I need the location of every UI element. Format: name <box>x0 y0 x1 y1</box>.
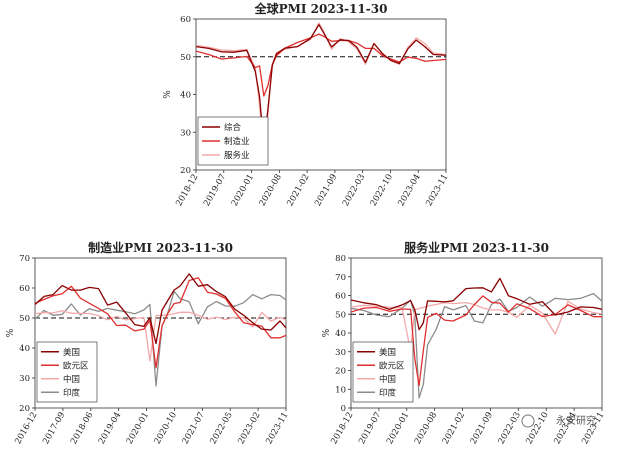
legend-label: 中国 <box>379 374 396 385</box>
x-tick-label: 2023-02 <box>236 411 262 447</box>
y-tick-label: 40 <box>180 91 191 101</box>
y-tick-label: 20 <box>180 166 191 176</box>
x-tick-label: 2021-02 <box>441 411 467 447</box>
x-tick-label: 2017-09 <box>41 411 67 447</box>
y-tick-label: 60 <box>180 15 191 25</box>
x-tick-label: 2020-01 <box>230 173 256 209</box>
legend-label: 综合 <box>224 122 242 133</box>
x-tick-label: 2018-12 <box>329 411 355 447</box>
series-line-0 <box>351 277 602 331</box>
chart-0: 全球PMI 2023-11-30 20 30 40 50 60% 2018-12 2019-0… <box>163 1 451 208</box>
y-tick-label: 30 <box>19 374 30 384</box>
y-tick-label: 50 <box>335 310 346 320</box>
y-tick-label: 70 <box>19 254 30 264</box>
x-tick-label: 2018-06 <box>69 411 95 447</box>
x-tick-label: 2016-12 <box>13 411 39 447</box>
y-tick-label: 80 <box>335 254 346 264</box>
x-tick-label: 2020-10 <box>153 411 179 447</box>
series-line-3 <box>351 292 602 399</box>
x-tick-label: 2021-07 <box>181 411 207 447</box>
chart-title: 全球PMI 2023-11-30 <box>254 1 388 16</box>
series-line-1 <box>351 295 602 387</box>
y-tick-label: 60 <box>335 292 346 302</box>
x-tick-label: 2021-09 <box>313 173 339 209</box>
x-tick-label: 2020-08 <box>413 411 439 447</box>
x-tick-label: 2023-04 <box>396 173 422 209</box>
plot-frame <box>34 257 287 409</box>
x-tick-label: 2018-12 <box>174 173 200 209</box>
series-line-1 <box>196 33 446 97</box>
legend-label: 印度 <box>379 387 397 398</box>
y-tick-label: 20 <box>19 404 30 414</box>
y-tick-label: 30 <box>180 128 191 138</box>
legend-label: 制造业 <box>224 136 250 147</box>
watermark-text: 永安研究 <box>556 414 596 427</box>
x-tick-label: 2021-09 <box>469 411 495 447</box>
x-tick-label: 2022-03 <box>341 173 367 209</box>
x-tick-label: 2019-07 <box>202 173 228 209</box>
x-tick-label: 2022-10 <box>524 411 550 447</box>
legend-label: 欧元区 <box>379 360 405 371</box>
y-axis-label: % <box>163 90 173 99</box>
y-axis-label: % <box>6 328 16 337</box>
legend-label: 美国 <box>63 347 80 358</box>
y-tick-label: 30 <box>335 348 346 358</box>
y-tick-label: 40 <box>19 344 30 354</box>
legend-label: 欧元区 <box>63 360 89 371</box>
legend-label: 印度 <box>63 387 81 398</box>
x-tick-label: 2023-11 <box>264 411 290 447</box>
x-tick-label: 2020-01 <box>125 411 151 447</box>
x-tick-label: 2022-03 <box>497 411 523 447</box>
series-line-0 <box>35 273 286 345</box>
x-tick-label: 2020-01 <box>385 411 411 447</box>
x-tick-label: 2020-08 <box>258 173 284 209</box>
series-line-2 <box>35 310 286 362</box>
series-line-0 <box>196 24 446 148</box>
x-tick-label: 2022-10 <box>369 173 395 209</box>
legend-label: 美国 <box>379 347 396 358</box>
x-tick-label: 2023-11 <box>424 173 450 209</box>
y-tick-label: 10 <box>335 385 346 395</box>
y-tick-label: 0 <box>341 404 346 414</box>
series-line-2 <box>351 300 602 353</box>
wechat-icon <box>521 414 535 428</box>
x-tick-label: 2022-05 <box>208 411 234 447</box>
x-tick-label: 2019-07 <box>357 411 383 447</box>
chart-title: 制造业PMI 2023-11-30 <box>88 240 233 255</box>
x-tick-label: 2019-04 <box>97 411 123 447</box>
y-tick-label: 40 <box>335 329 346 339</box>
y-axis-label: % <box>322 328 332 337</box>
y-tick-label: 70 <box>335 273 346 283</box>
y-tick-label: 20 <box>335 367 346 377</box>
y-tick-label: 50 <box>19 314 30 324</box>
legend-label: 中国 <box>63 374 80 385</box>
y-tick-label: 60 <box>19 284 30 294</box>
y-tick-label: 50 <box>180 53 191 63</box>
legend-label: 服务业 <box>224 150 250 161</box>
chart-title: 服务业PMI 2023-11-30 <box>404 240 549 255</box>
x-tick-label: 2021-02 <box>285 173 311 209</box>
series-line-1 <box>35 277 286 369</box>
